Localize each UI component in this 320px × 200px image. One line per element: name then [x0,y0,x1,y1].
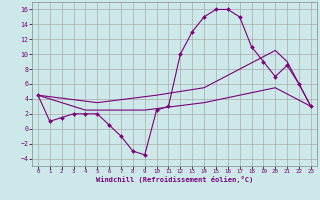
X-axis label: Windchill (Refroidissement éolien,°C): Windchill (Refroidissement éolien,°C) [96,176,253,183]
